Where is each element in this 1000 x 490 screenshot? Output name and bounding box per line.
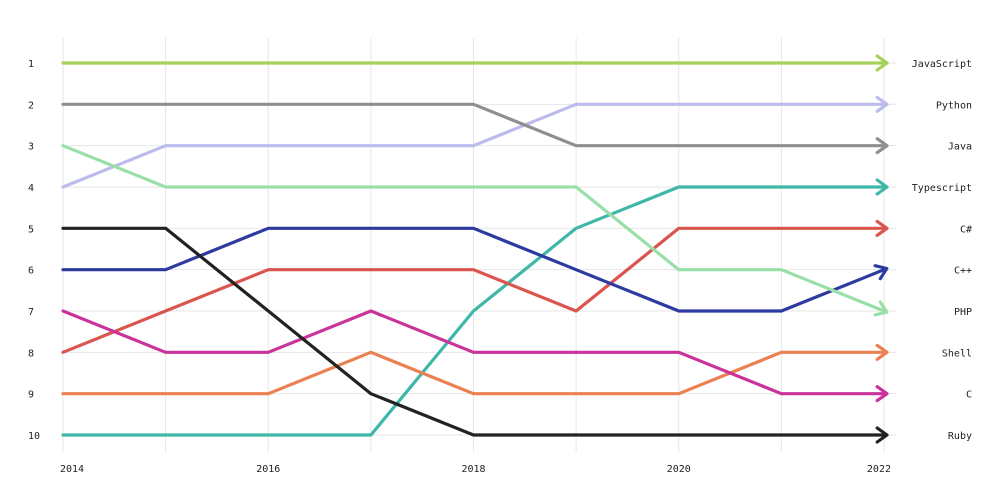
- series-line-typescript: [61, 185, 886, 437]
- series-arrowhead-ruby: [875, 426, 889, 444]
- series-arrowhead-cplusplus: [873, 264, 889, 281]
- series-csharp: [61, 219, 889, 354]
- series-label-csharp: C#: [960, 224, 972, 235]
- series-java: [61, 102, 889, 155]
- series-arrowhead-csharp: [875, 219, 889, 237]
- series-arrowhead-javascript: [875, 54, 889, 72]
- series-line-php: [61, 144, 886, 313]
- y-tick-label: 2: [28, 100, 34, 111]
- series-arrowhead-shell: [875, 343, 889, 361]
- series-label-ruby: Ruby: [948, 431, 972, 442]
- series-arrowhead-java: [875, 137, 889, 155]
- series-line-ruby: [61, 226, 886, 437]
- series-php: [61, 144, 889, 317]
- x-tick-label: 2014: [60, 464, 84, 475]
- y-tick-label: 3: [28, 142, 34, 153]
- series-lines: [61, 54, 889, 444]
- y-tick-label: 7: [28, 307, 34, 318]
- y-tick-label: 4: [28, 183, 34, 194]
- series-javascript: [61, 54, 889, 72]
- series-arrowhead-c: [875, 385, 889, 403]
- series-label-php: PHP: [954, 307, 972, 318]
- y-tick-label: 6: [28, 266, 34, 277]
- series-line-shell: [61, 350, 886, 396]
- series-c: [61, 309, 889, 403]
- x-tick-label: 2020: [667, 464, 691, 475]
- series-shell: [61, 343, 889, 396]
- x-axis-year-labels: 2014 2016 2018 2020 2022: [60, 464, 891, 475]
- series-line-c: [61, 309, 886, 396]
- series-ruby: [61, 226, 889, 444]
- x-tick-label: 2016: [256, 464, 280, 475]
- x-tick-label: 2022: [867, 464, 891, 475]
- series-label-shell: Shell: [942, 348, 972, 359]
- y-tick-label: 1: [28, 59, 34, 70]
- series-label-cplusplus: C++: [954, 266, 972, 277]
- series-typescript: [61, 178, 889, 437]
- series-label-java: Java: [948, 142, 972, 153]
- x-tick-label: 2018: [461, 464, 485, 475]
- y-tick-label: 8: [28, 348, 34, 359]
- series-end-labels: JavaScript Python Java Typescript C# C++ PHP Sh…: [912, 59, 972, 442]
- series-python: [61, 95, 889, 189]
- series-arrowhead-python: [875, 95, 889, 113]
- series-arrowhead-php: [873, 300, 889, 317]
- series-label-python: Python: [936, 100, 972, 111]
- y-axis-rank-labels: 1 2 3 4 5 6 7 8 9 10: [28, 59, 40, 442]
- y-tick-label: 9: [28, 390, 34, 401]
- series-label-c: C: [966, 390, 972, 401]
- series-line-csharp: [61, 226, 886, 354]
- series-line-python: [61, 102, 886, 189]
- series-arrowhead-typescript: [875, 178, 889, 196]
- y-tick-label: 5: [28, 224, 34, 235]
- series-label-typescript: Typescript: [912, 183, 972, 194]
- series-label-javascript: JavaScript: [912, 59, 972, 70]
- y-tick-label: 10: [28, 431, 40, 442]
- series-line-java: [61, 102, 886, 148]
